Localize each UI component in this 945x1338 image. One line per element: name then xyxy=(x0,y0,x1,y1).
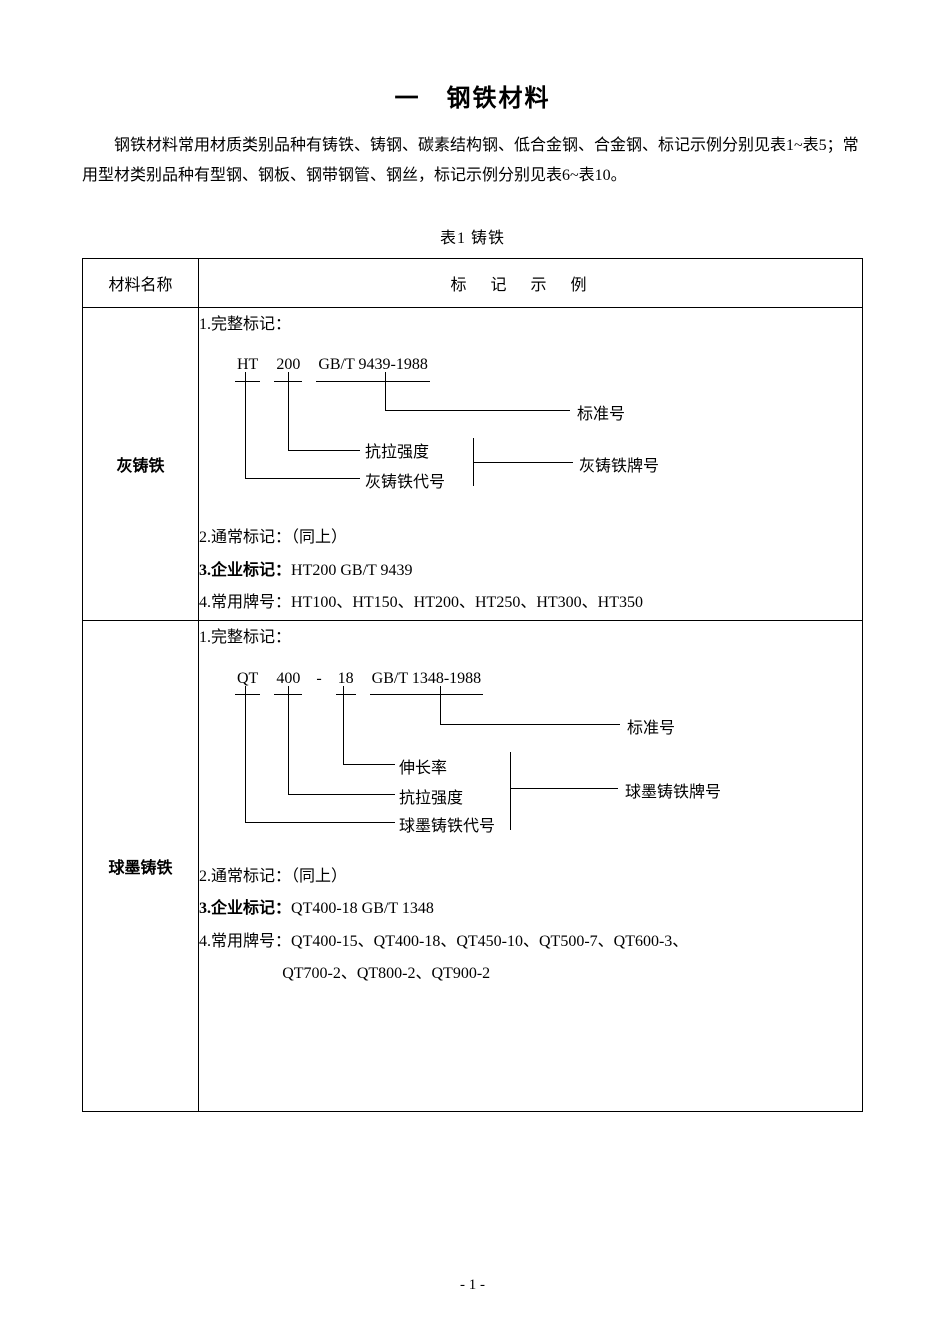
annot-standard: 标准号 xyxy=(577,400,625,430)
annot2-grade: 球墨铸铁牌号 xyxy=(625,778,721,808)
intro-paragraph: 钢铁材料常用材质类别品种有铸铁、铸钢、碳素结构钢、低合金钢、合金钢、标记示例分别… xyxy=(82,131,863,192)
annot2-code: 球墨铸铁代号 xyxy=(399,812,495,842)
row2-line4-cont: QT700-2、QT800-2、QT900-2 xyxy=(199,959,862,989)
example-cell-ductile-iron: 1.完整标记： QT 400 - 18 GB/T 1348-1988 xyxy=(199,621,863,1112)
material-name-grey-iron: 灰铸铁 xyxy=(83,307,199,621)
title-number: 一 xyxy=(395,78,421,113)
annot-grade: 灰铸铁牌号 xyxy=(579,452,659,482)
row1-line4: 4.常用牌号：HT100、HT150、HT200、HT250、HT300、HT3… xyxy=(199,588,862,618)
marking-diagram-grey-iron: HT 200 GB/T 9439-1988 xyxy=(235,350,862,505)
header-material-name: 材料名称 xyxy=(83,258,199,307)
code-gb: GB/T 9439-1988 xyxy=(316,350,429,381)
annot-code: 灰铸铁代号 xyxy=(365,468,445,498)
cast-iron-table: 材料名称 标记示例 灰铸铁 1.完整标记： HT 200 GB/T 9439-1… xyxy=(82,258,863,1113)
table-caption: 表1 铸铁 xyxy=(82,224,863,248)
code-row: QT 400 - 18 GB/T 1348-1988 xyxy=(235,664,493,695)
annot2-tensile: 抗拉强度 xyxy=(399,784,463,814)
page-title: 一 钢铁材料 xyxy=(82,78,863,113)
code-ht: HT xyxy=(235,350,260,381)
material-name-ductile-iron: 球墨铸铁 xyxy=(83,621,199,1112)
annot2-elong: 伸长率 xyxy=(399,754,447,784)
row2-line2: 2.通常标记：（同上） xyxy=(199,862,862,892)
table-row: 球墨铸铁 1.完整标记： QT 400 - 18 GB/T 1348-1988 xyxy=(83,621,863,1112)
document-page: 一 钢铁材料 钢铁材料常用材质类别品种有铸铁、铸钢、碳素结构钢、低合金钢、合金钢… xyxy=(0,0,945,1338)
example-cell-grey-iron: 1.完整标记： HT 200 GB/T 9439-1988 xyxy=(199,307,863,621)
title-text: 钢铁材料 xyxy=(447,86,551,112)
code-sep: - xyxy=(316,664,321,694)
code-18: 18 xyxy=(336,664,356,695)
row2-line3: 3.企业标记：QT400-18 GB/T 1348 xyxy=(199,894,862,924)
row1-line3: 3.企业标记：HT200 GB/T 9439 xyxy=(199,556,862,586)
annot-tensile: 抗拉强度 xyxy=(365,438,429,468)
code-qt: QT xyxy=(235,664,260,695)
code-row: HT 200 GB/T 9439-1988 xyxy=(235,350,440,381)
marking-diagram-ductile-iron: QT 400 - 18 GB/T 1348-1988 xyxy=(235,664,862,844)
code-gb2: GB/T 1348-1988 xyxy=(370,664,483,695)
row2-line1: 1.完整标记： xyxy=(199,623,862,653)
annot2-standard: 标准号 xyxy=(627,714,675,744)
table-row: 灰铸铁 1.完整标记： HT 200 GB/T 9439-1988 xyxy=(83,307,863,621)
row1-line1: 1.完整标记： xyxy=(199,310,862,340)
page-number: - 1 - xyxy=(0,1277,945,1294)
row1-line2: 2.通常标记：（同上） xyxy=(199,523,862,553)
header-example: 标记示例 xyxy=(199,258,863,307)
row2-line4: 4.常用牌号：QT400-15、QT400-18、QT450-10、QT500-… xyxy=(199,927,862,957)
